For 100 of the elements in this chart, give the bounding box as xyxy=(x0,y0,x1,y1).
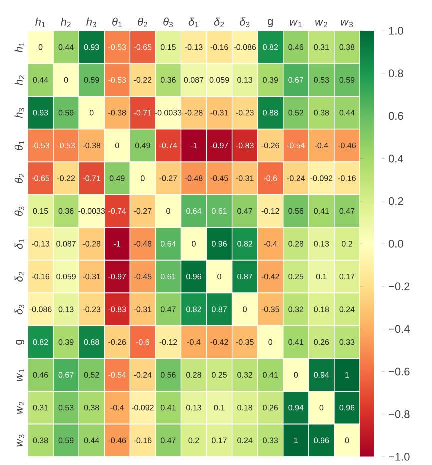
data-label: 0.46 xyxy=(288,44,304,50)
data-label: -0.42 xyxy=(210,339,228,346)
data-label: 0.18 xyxy=(238,405,253,411)
x-tick-label: δ$_{2}$ xyxy=(214,18,224,28)
y-tick-label: h$_{1}$ xyxy=(14,42,24,53)
data-label: -1 xyxy=(114,241,121,247)
data-label: 0.36 xyxy=(58,208,74,214)
data-label: 0.96 xyxy=(314,438,330,444)
data-label: -0.38 xyxy=(83,142,101,149)
data-label: 0.47 xyxy=(160,306,176,312)
data-label: 0.15 xyxy=(160,44,176,50)
data-label: 0.44 xyxy=(84,438,100,444)
data-label: -0.092 xyxy=(310,176,333,182)
data-label: 0.2 xyxy=(188,438,200,444)
data-label: 0.38 xyxy=(33,438,48,444)
data-label: 0.39 xyxy=(263,77,278,83)
data-label: -0.23 xyxy=(83,306,101,312)
data-label: -0.16 xyxy=(210,44,228,50)
data-label: -0.13 xyxy=(32,241,50,247)
data-label: -0.65 xyxy=(32,176,50,182)
data-label: 0 xyxy=(268,339,273,346)
data-label: -0.27 xyxy=(160,176,178,182)
data-label: 0.88 xyxy=(263,110,278,116)
data-label: 0 xyxy=(38,44,43,50)
data-label: 0.24 xyxy=(340,306,355,312)
data-label: 0.059 xyxy=(56,274,76,280)
data-label: -1 xyxy=(190,142,198,148)
y-tick-label: g xyxy=(16,340,24,345)
data-label: 0.61 xyxy=(160,274,176,280)
data-label: -0.31 xyxy=(83,274,101,280)
data-label: 0.52 xyxy=(84,372,100,378)
data-label: -0.42 xyxy=(262,274,280,280)
data-label: 0.2 xyxy=(342,241,352,247)
y-tick-label: θ$_{3}$ xyxy=(14,206,24,216)
data-label: -0.6 xyxy=(264,176,278,182)
x-tick-label: w$_{3}$ xyxy=(341,20,354,28)
data-label: 0.32 xyxy=(288,306,304,312)
data-label: 0.82 xyxy=(238,241,252,247)
data-label: 0 xyxy=(294,372,298,378)
data-label: -0.0033 xyxy=(155,110,182,116)
data-label: -0.16 xyxy=(134,438,152,444)
data-label: 0.47 xyxy=(340,208,355,214)
data-label: 0.46 xyxy=(33,372,48,378)
data-label: 0.94 xyxy=(288,405,304,411)
data-label: 0.1 xyxy=(214,405,225,411)
data-label: 0 xyxy=(345,438,350,444)
data-label: -0.22 xyxy=(134,77,152,83)
data-label: 1 xyxy=(294,438,298,444)
data-label: -0.35 xyxy=(262,306,280,312)
data-label: 0.82 xyxy=(186,306,202,312)
data-label: -0.45 xyxy=(210,176,228,182)
data-label: -0.086 xyxy=(234,44,256,50)
color-bar-label: 1.0 xyxy=(389,27,404,35)
y-tick-label: w$_{2}$ xyxy=(17,402,24,414)
data-label: -0.0033 xyxy=(78,208,106,214)
data-label: 0.87 xyxy=(212,306,227,312)
data-label: -0.53 xyxy=(108,77,126,83)
y-tick-label: δ$_{1}$ xyxy=(14,239,24,250)
data-label: -0.74 xyxy=(108,208,126,214)
data-label: 0.31 xyxy=(314,44,330,50)
data-label: 0.26 xyxy=(263,405,278,411)
data-label: -0.53 xyxy=(58,142,76,149)
data-label: -0.27 xyxy=(134,208,152,214)
data-label: -0.31 xyxy=(134,306,152,312)
data-label: 1 xyxy=(346,372,350,378)
color-bar-label: 0.6 xyxy=(388,112,404,120)
data-label: 0 xyxy=(64,77,68,83)
data-label: 0.38 xyxy=(84,405,100,411)
x-tick-label: w$_{1}$ xyxy=(290,20,302,28)
data-label: 0 xyxy=(192,241,196,247)
data-label: 0.41 xyxy=(160,405,176,411)
data-label: 0.47 xyxy=(160,438,176,444)
y-tick-label: h$_{3}$ xyxy=(14,108,24,118)
data-label: -0.53 xyxy=(108,44,126,50)
data-label: -0.46 xyxy=(108,438,126,444)
data-label: 0.28 xyxy=(186,372,202,378)
data-label: 0.56 xyxy=(160,372,176,378)
color-bar-label: −1.0 xyxy=(389,453,410,461)
data-label: 0.82 xyxy=(263,44,278,50)
data-label: -0.086 xyxy=(30,306,52,312)
data-label: 0.36 xyxy=(160,77,176,83)
data-label: 0.96 xyxy=(186,274,202,280)
y-tick-label: w$_{3}$ xyxy=(16,434,24,447)
data-label: -0.16 xyxy=(338,176,356,182)
data-label: -0.4 xyxy=(110,405,124,411)
data-label: 0.38 xyxy=(340,44,355,50)
data-label: -0.26 xyxy=(262,142,280,149)
y-tick-label: θ$_{1}$ xyxy=(14,141,24,151)
data-label: -0.65 xyxy=(134,44,152,50)
color-bar-label: 0.2 xyxy=(388,198,404,206)
data-label: 0.67 xyxy=(58,372,74,378)
data-label: 0.49 xyxy=(135,142,150,149)
data-label: -0.83 xyxy=(236,142,254,149)
data-label: 0.25 xyxy=(288,274,304,280)
data-label: 0 xyxy=(320,405,324,411)
data-label: 0.87 xyxy=(238,274,252,280)
x-tick-label: θ$_{1}$ xyxy=(112,18,122,28)
data-label: 0.59 xyxy=(84,77,100,83)
data-label: -0.16 xyxy=(32,274,50,280)
data-label: 0.33 xyxy=(340,339,355,346)
